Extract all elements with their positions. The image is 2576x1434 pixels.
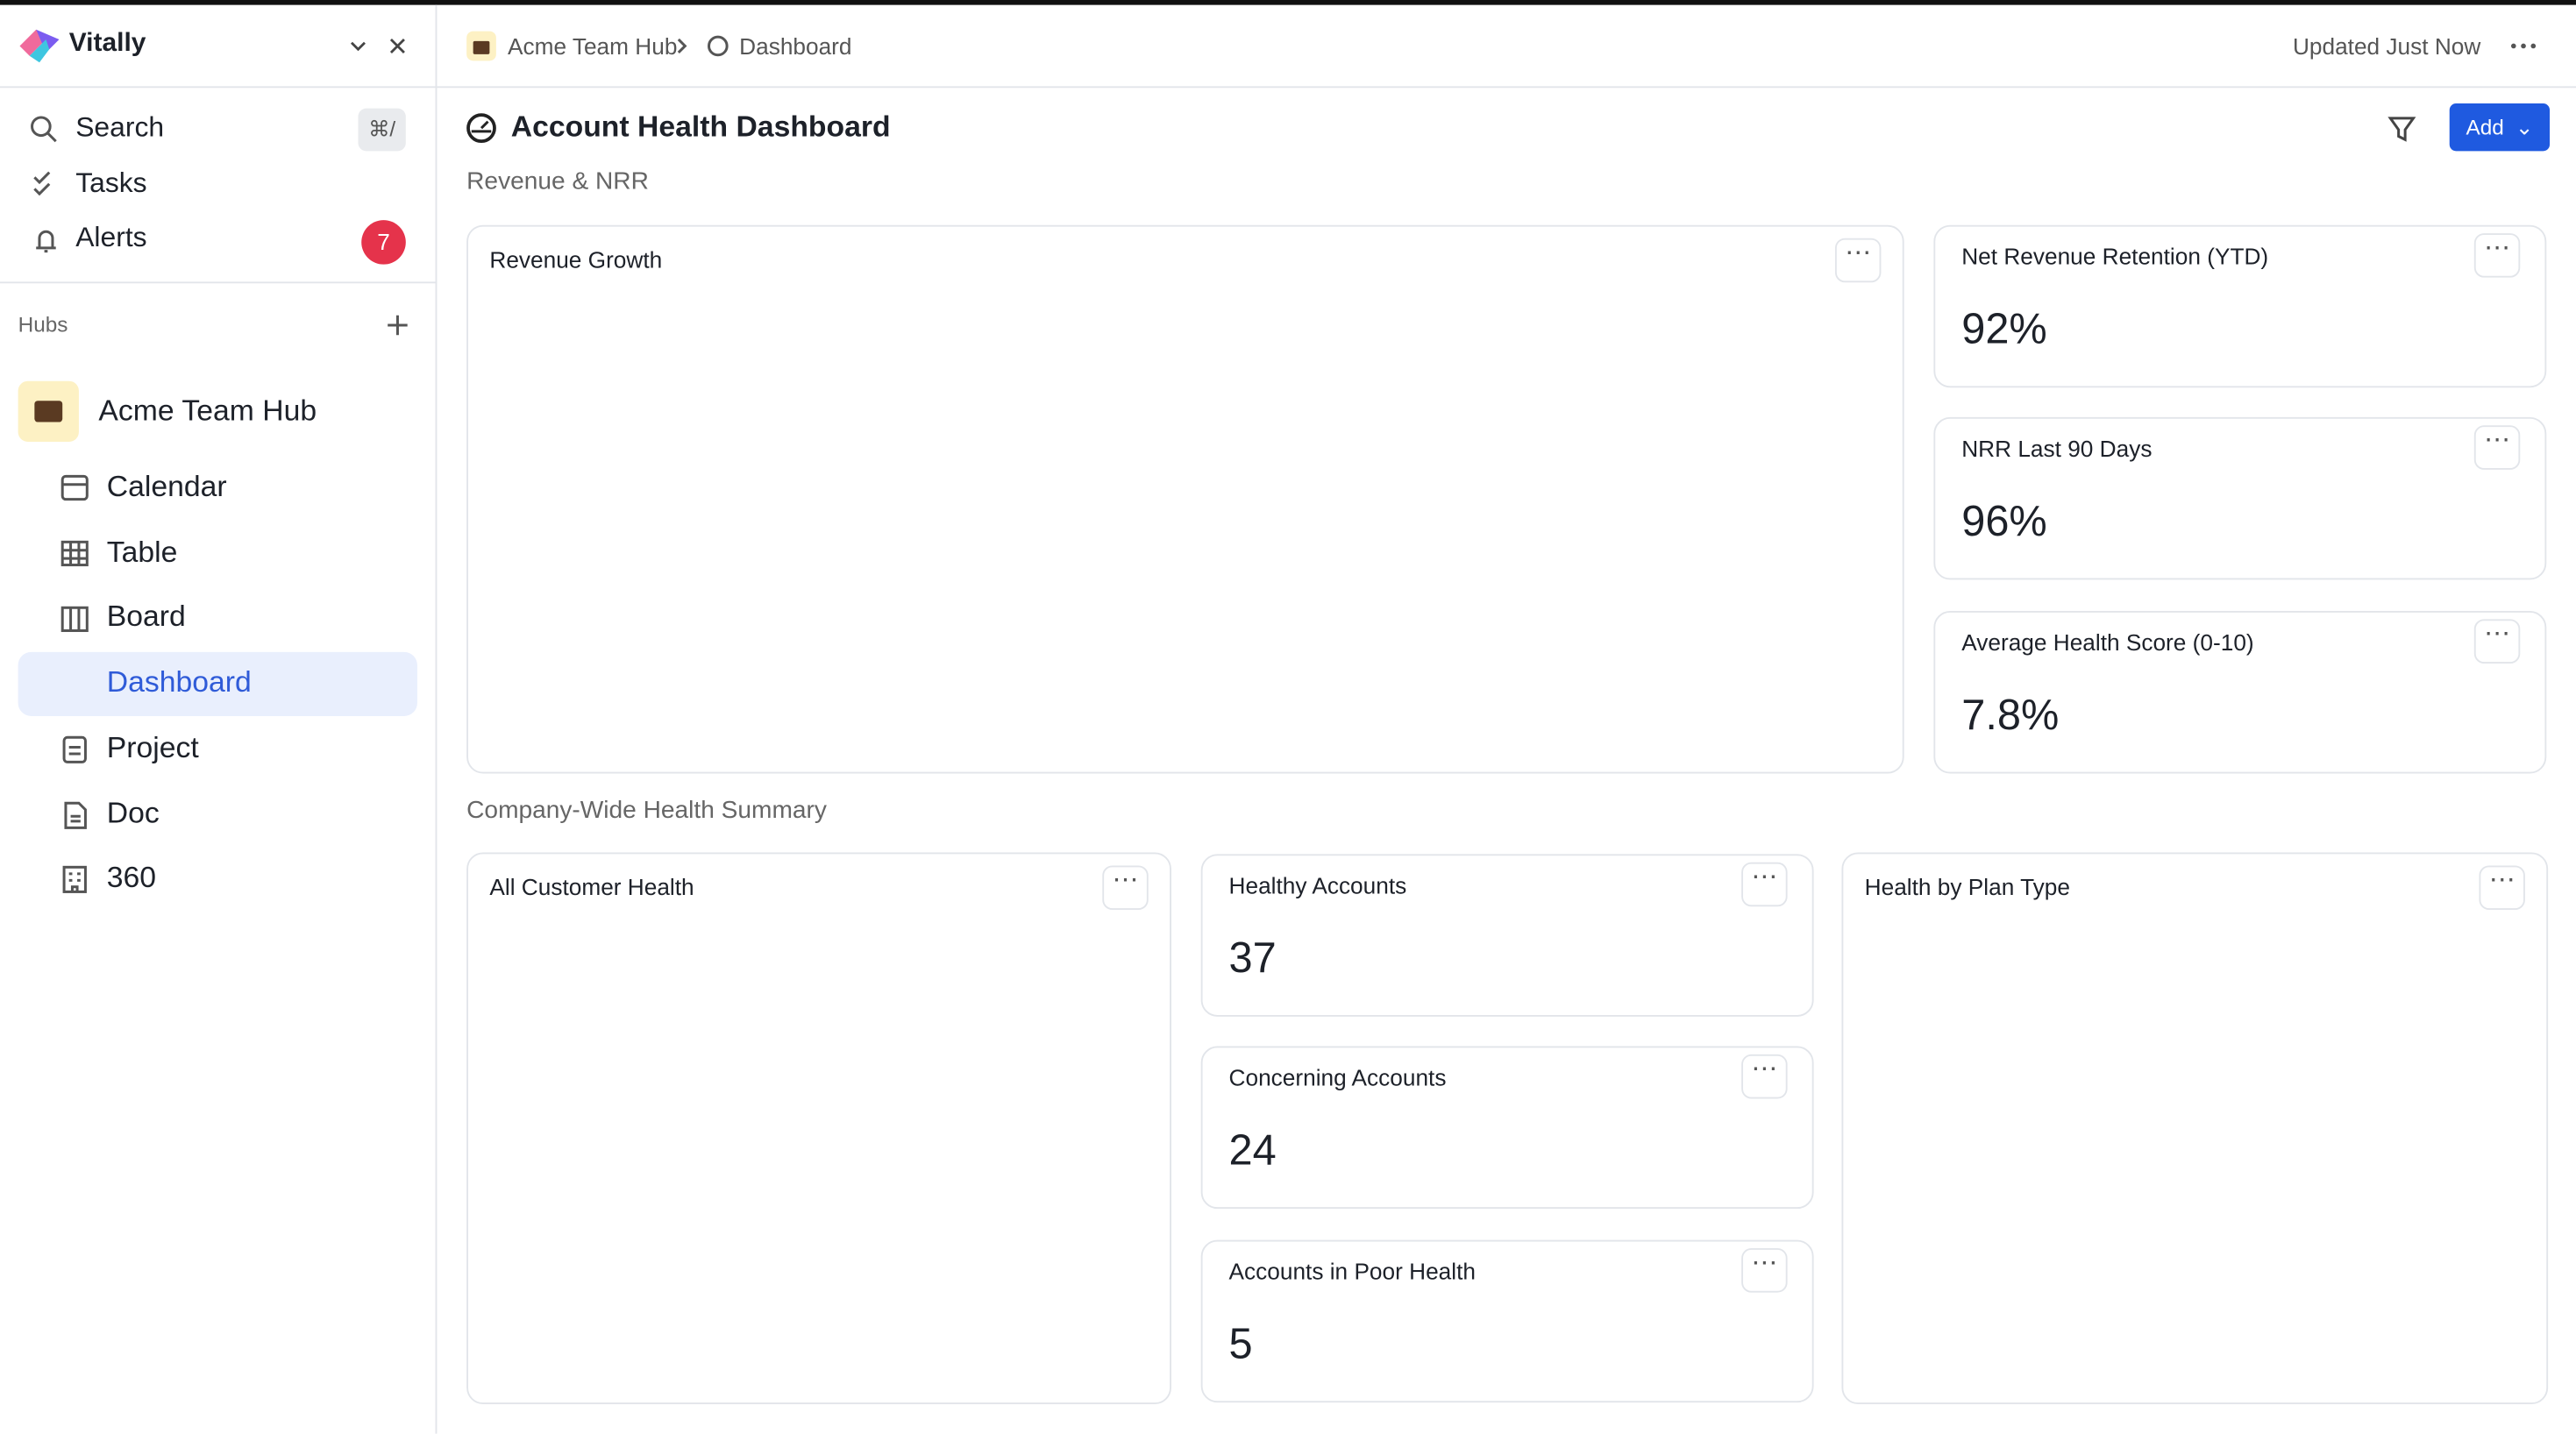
more-button[interactable]: ⋯ [2473, 425, 2521, 470]
add-label[interactable]: Add [2466, 115, 2504, 140]
kpi-value: 96% [1961, 495, 2047, 546]
nav-item[interactable]: Search [75, 111, 165, 144]
nav-item[interactable]: Alerts [75, 221, 147, 253]
more-button[interactable]: ⋯ [1834, 238, 1882, 283]
kpi-value: 24 [1228, 1125, 1277, 1175]
nav-item[interactable]: Tasks [75, 167, 147, 198]
kpi-value: 37 [1228, 933, 1277, 983]
card [466, 852, 1171, 1405]
card [1933, 224, 2547, 388]
kpi-title: Accounts in Poor Health [1228, 1258, 1476, 1285]
page-title: Account Health Dashboard [510, 110, 891, 144]
breadcrumb[interactable]: Acme Team Hub [507, 32, 678, 60]
hub-icon-bag [34, 401, 63, 422]
section-title: Company-Wide Health Summary [466, 796, 827, 825]
hub-item[interactable]: Dashboard [106, 665, 252, 699]
more[interactable] [2510, 43, 2537, 49]
card [1200, 1239, 1814, 1403]
hub-item[interactable]: Project [106, 730, 199, 763]
more-button[interactable]: ⋯ [2479, 865, 2525, 911]
kpi-value: 5 [1228, 1318, 1253, 1368]
crumb-icon-bag [473, 40, 490, 54]
more-button[interactable]: ⋯ [1741, 1054, 1788, 1099]
hub-item[interactable]: Doc [106, 795, 160, 829]
kpi-title: Healthy Accounts [1228, 871, 1407, 898]
breadcrumb[interactable]: Dashboard [739, 32, 852, 60]
badge: 7 [361, 220, 406, 265]
card [1200, 854, 1814, 1017]
card [466, 224, 1904, 774]
nav-icons [31, 35, 2416, 893]
close[interactable] [389, 38, 405, 53]
section-title: Revenue & NRR [466, 167, 649, 195]
card [1200, 1046, 1814, 1210]
hub-name[interactable]: Acme Team Hub [98, 394, 317, 428]
card [1933, 611, 2547, 774]
hub-item[interactable]: Board [106, 600, 186, 634]
kpi-title: NRR Last 90 Days [1961, 435, 2153, 462]
status: Updated Just Now [2292, 32, 2481, 60]
active-item-bg [18, 651, 417, 716]
chart-title: Health by Plan Type [1864, 873, 2070, 900]
more-button[interactable]: ⋯ [2473, 619, 2521, 664]
more-button[interactable]: ⋯ [1741, 862, 1788, 907]
hub-item[interactable]: Calendar [106, 469, 227, 503]
chevron[interactable] [350, 41, 366, 52]
shortcut: ⌘/ [358, 108, 406, 152]
caret[interactable]: ⌄ [2515, 115, 2534, 140]
kpi-value: 7.8% [1961, 689, 2060, 740]
brand: Vitally [68, 29, 146, 58]
kpi-title: Average Health Score (0-10) [1961, 628, 2254, 656]
sidebar [0, 4, 438, 1434]
hub-item[interactable]: 360 [106, 861, 157, 894]
add-button[interactable]: Add ⌄ [2449, 103, 2551, 152]
card [1841, 852, 2549, 1405]
card [1933, 416, 2547, 580]
chart-title: Revenue Growth [489, 246, 663, 273]
more-button[interactable]: ⋯ [1102, 865, 1149, 911]
hubs-label: Hubs [18, 312, 68, 337]
hub-item[interactable]: Table [106, 535, 178, 568]
kpi-title: Concerning Accounts [1228, 1064, 1447, 1091]
top-bar [0, 0, 2576, 5]
more-button[interactable]: ⋯ [2473, 233, 2521, 278]
logo [19, 29, 60, 63]
kpi-value: 92% [1961, 303, 2047, 353]
kpi-title: Net Revenue Retention (YTD) [1961, 243, 2269, 270]
chart-title: All Customer Health [489, 873, 694, 900]
more-button[interactable]: ⋯ [1741, 1248, 1788, 1293]
